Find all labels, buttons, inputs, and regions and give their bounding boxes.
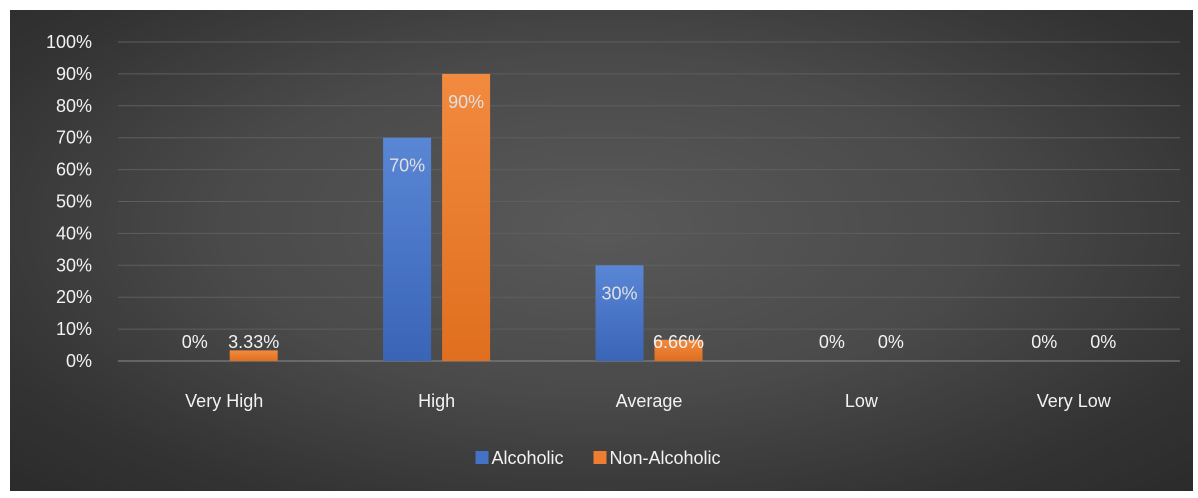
data-label: 30% — [601, 283, 637, 303]
data-label: 0% — [182, 332, 208, 352]
x-category-label: Very High — [185, 391, 263, 411]
legend-label: Alcoholic — [492, 448, 564, 468]
legend-swatch — [593, 451, 607, 464]
y-tick-label: 0% — [66, 351, 92, 371]
y-tick-label: 80% — [56, 96, 92, 116]
x-axis-categories: Very High High Average Low Very Low — [185, 391, 1112, 411]
data-label: 0% — [819, 332, 845, 352]
y-tick-label: 10% — [56, 319, 92, 339]
data-labels: 0% 3.33% 70% 90% 30% 6.66% 0% 0% 0% 0% — [182, 92, 1117, 352]
bar-non-alcoholic — [654, 339, 703, 361]
bar-alcoholic — [595, 265, 644, 361]
legend-swatch — [475, 451, 489, 464]
x-category-label: Very Low — [1037, 391, 1112, 411]
y-tick-label: 20% — [56, 287, 92, 307]
y-tick-label: 30% — [56, 255, 92, 275]
chart-area: 0% 10% 20% 30% 40% 50% 60% 70% 80% 90% 100% 0% 3.33… — [10, 10, 1193, 491]
legend: Alcoholic Non-Alcoholic — [475, 448, 721, 468]
legend-label: Non-Alcoholic — [610, 448, 721, 468]
data-label: 0% — [1031, 332, 1057, 352]
data-label: 70% — [389, 156, 425, 176]
y-tick-label: 90% — [56, 64, 92, 84]
bar-non-alcoholic — [229, 350, 278, 361]
bar-chart: 0% 10% 20% 30% 40% 50% 60% 70% 80% 90% 100% 0% 3.33… — [46, 32, 1180, 468]
bar-non-alcoholic — [442, 73, 491, 362]
y-tick-label: 50% — [56, 192, 92, 212]
data-label: 6.66% — [653, 332, 704, 352]
gridlines — [118, 41, 1180, 362]
y-tick-label: 70% — [56, 128, 92, 148]
x-category-label: High — [418, 391, 455, 411]
x-category-label: Average — [616, 391, 683, 411]
data-label: 3.33% — [228, 332, 279, 352]
bar-alcoholic — [383, 137, 432, 361]
data-label: 90% — [448, 92, 484, 112]
y-tick-label: 60% — [56, 160, 92, 180]
y-axis-ticks: 0% 10% 20% 30% 40% 50% 60% 70% 80% 90% 100% — [46, 32, 92, 371]
x-category-label: Low — [845, 391, 879, 411]
data-label: 0% — [878, 332, 904, 352]
y-tick-label: 40% — [56, 223, 92, 243]
bars — [229, 73, 703, 362]
y-tick-label: 100% — [46, 32, 92, 52]
data-label: 0% — [1090, 332, 1116, 352]
